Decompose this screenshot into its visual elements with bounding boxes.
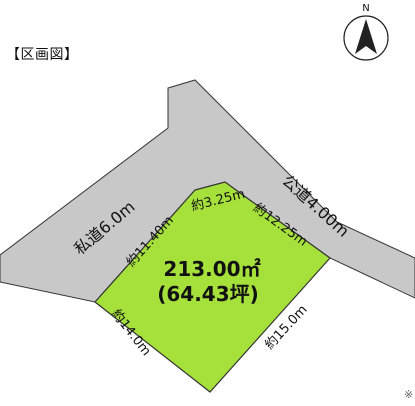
lot-area-m2: 213.00㎡: [163, 257, 260, 281]
lot-area-tsubo: (64.43坪): [157, 282, 259, 306]
map-heading: 【区画図】: [6, 47, 79, 63]
compass-arrow-icon: [355, 19, 377, 54]
lot-polygon: [94, 181, 331, 393]
north-compass: N: [343, 3, 389, 61]
footnote-mark: ※: [404, 388, 414, 401]
compass-label: N: [362, 3, 369, 14]
